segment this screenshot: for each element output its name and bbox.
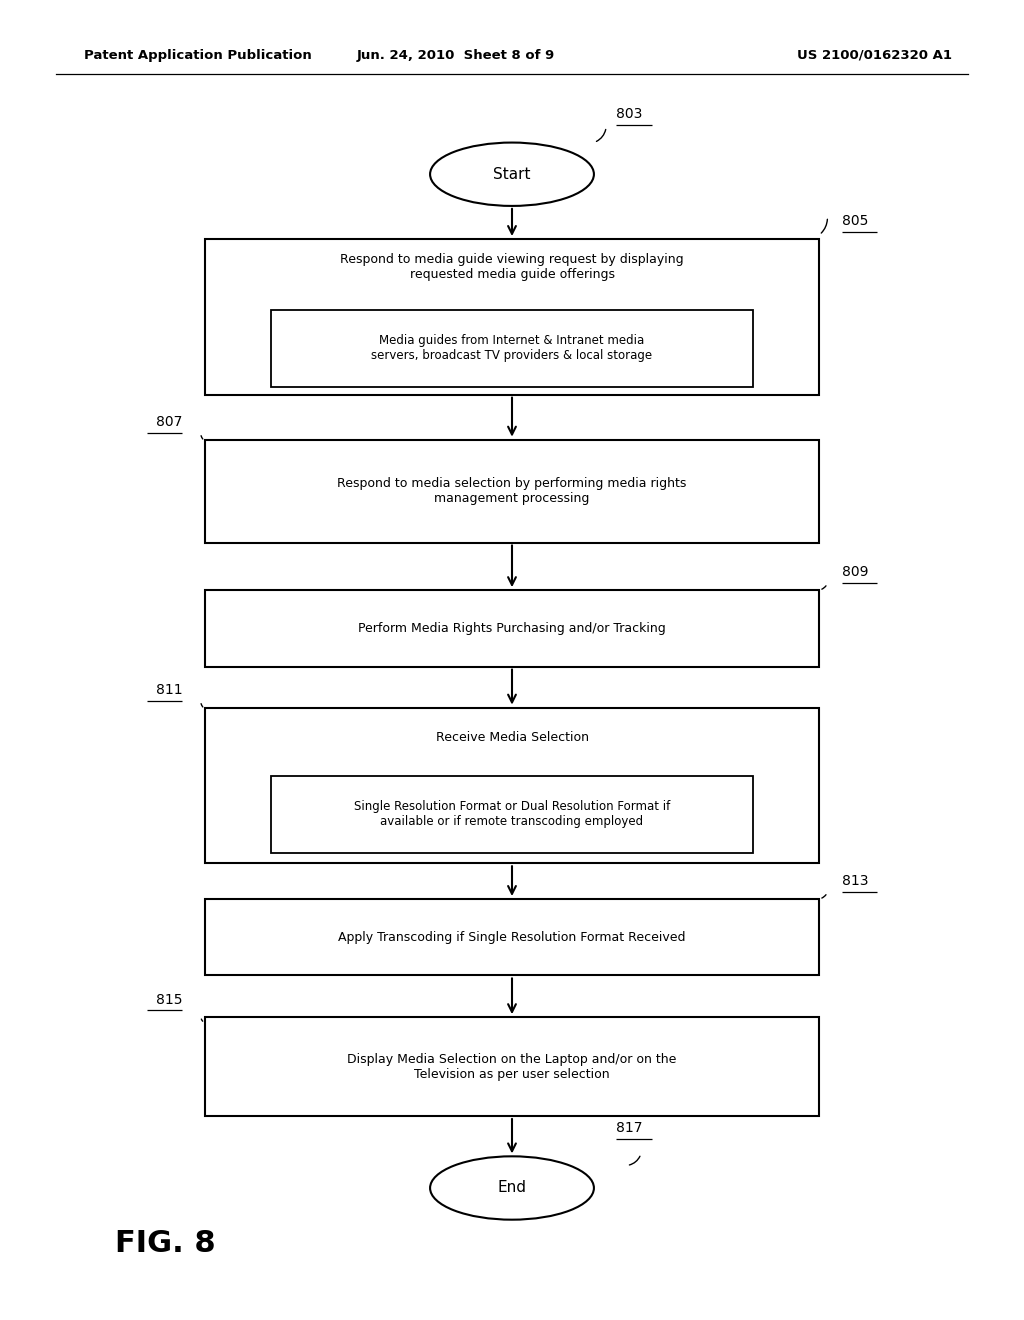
Text: Perform Media Rights Purchasing and/or Tracking: Perform Media Rights Purchasing and/or T… <box>358 622 666 635</box>
Text: 803: 803 <box>616 107 643 121</box>
Bar <box>205 1018 819 1117</box>
Bar <box>205 590 819 667</box>
FancyArrowPatch shape <box>596 129 606 141</box>
Bar <box>271 776 753 853</box>
Bar <box>205 899 819 975</box>
Text: Start: Start <box>494 166 530 182</box>
Bar <box>205 440 819 543</box>
Text: 817: 817 <box>616 1121 643 1135</box>
FancyArrowPatch shape <box>201 704 203 708</box>
Bar <box>205 708 819 863</box>
FancyArrowPatch shape <box>821 219 827 234</box>
Text: FIG. 8: FIG. 8 <box>115 1229 215 1258</box>
FancyArrowPatch shape <box>630 1156 640 1166</box>
Text: 813: 813 <box>842 874 868 888</box>
Text: 809: 809 <box>842 565 868 579</box>
Text: Patent Application Publication: Patent Application Publication <box>84 49 311 62</box>
Text: Respond to media guide viewing request by displaying
requested media guide offer: Respond to media guide viewing request b… <box>340 252 684 281</box>
Text: 807: 807 <box>156 414 182 429</box>
Text: Jun. 24, 2010  Sheet 8 of 9: Jun. 24, 2010 Sheet 8 of 9 <box>356 49 555 62</box>
FancyArrowPatch shape <box>201 436 203 440</box>
Ellipse shape <box>430 1156 594 1220</box>
Text: End: End <box>498 1180 526 1196</box>
Text: Apply Transcoding if Single Resolution Format Received: Apply Transcoding if Single Resolution F… <box>338 931 686 944</box>
Bar <box>271 310 753 387</box>
Text: 815: 815 <box>156 993 182 1006</box>
FancyArrowPatch shape <box>822 586 826 589</box>
FancyArrowPatch shape <box>822 895 826 898</box>
Text: Receive Media Selection: Receive Media Selection <box>435 731 589 744</box>
Text: Respond to media selection by performing media rights
management processing: Respond to media selection by performing… <box>337 477 687 506</box>
Text: Display Media Selection on the Laptop and/or on the
Television as per user selec: Display Media Selection on the Laptop an… <box>347 1052 677 1081</box>
Text: Single Resolution Format or Dual Resolution Format if
available or if remote tra: Single Resolution Format or Dual Resolut… <box>354 800 670 829</box>
Text: US 2100/0162320 A1: US 2100/0162320 A1 <box>798 49 952 62</box>
Text: 805: 805 <box>842 214 868 228</box>
Ellipse shape <box>430 143 594 206</box>
Text: Media guides from Internet & Intranet media
servers, broadcast TV providers & lo: Media guides from Internet & Intranet me… <box>372 334 652 363</box>
Text: 811: 811 <box>156 682 182 697</box>
Bar <box>205 239 819 395</box>
FancyArrowPatch shape <box>202 1019 203 1022</box>
